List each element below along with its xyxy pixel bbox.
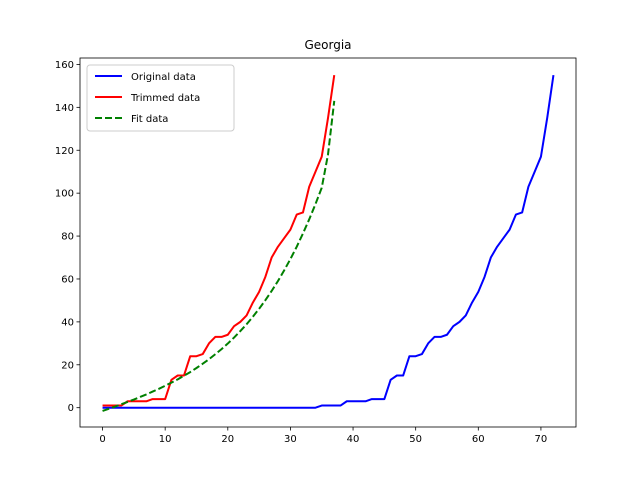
series-line-fit-data (102, 100, 336, 412)
x-tick-label: 40 (347, 434, 360, 445)
y-tick-label: 20 (61, 360, 74, 371)
legend: Original data Trimmed data Fit data (86, 64, 235, 132)
chart-title: Georgia (304, 38, 351, 52)
series-line-trimmed-data (102, 75, 336, 407)
legend-label: Original data (131, 72, 196, 83)
x-tick-label: 70 (535, 434, 548, 445)
y-tick-label: 120 (55, 146, 74, 157)
y-tick-label: 140 (55, 103, 74, 114)
x-tick-label: 0 (99, 434, 105, 445)
x-tick-label: 10 (159, 434, 172, 445)
axis-ticks: 0 10 20 30 40 50 60 70 0 20 40 60 80 100 120 140 160 (55, 60, 547, 445)
y-tick-label: 40 (61, 317, 74, 328)
x-tick-label: 50 (409, 434, 422, 445)
y-tick-label: 160 (55, 60, 74, 71)
legend-box (86, 64, 235, 132)
plot-lines (102, 75, 555, 412)
legend-label: Trimmed data (130, 93, 200, 104)
y-tick-label: 100 (55, 189, 74, 200)
legend-label: Fit data (131, 114, 168, 125)
series-line-original-data (102, 75, 555, 409)
x-tick-label: 20 (221, 434, 234, 445)
y-tick-label: 80 (61, 232, 74, 243)
axes-frame (79, 57, 577, 428)
x-tick-label: 60 (472, 434, 485, 445)
y-tick-label: 60 (61, 274, 74, 285)
x-tick-label: 30 (284, 434, 297, 445)
y-tick-label: 0 (68, 403, 74, 414)
